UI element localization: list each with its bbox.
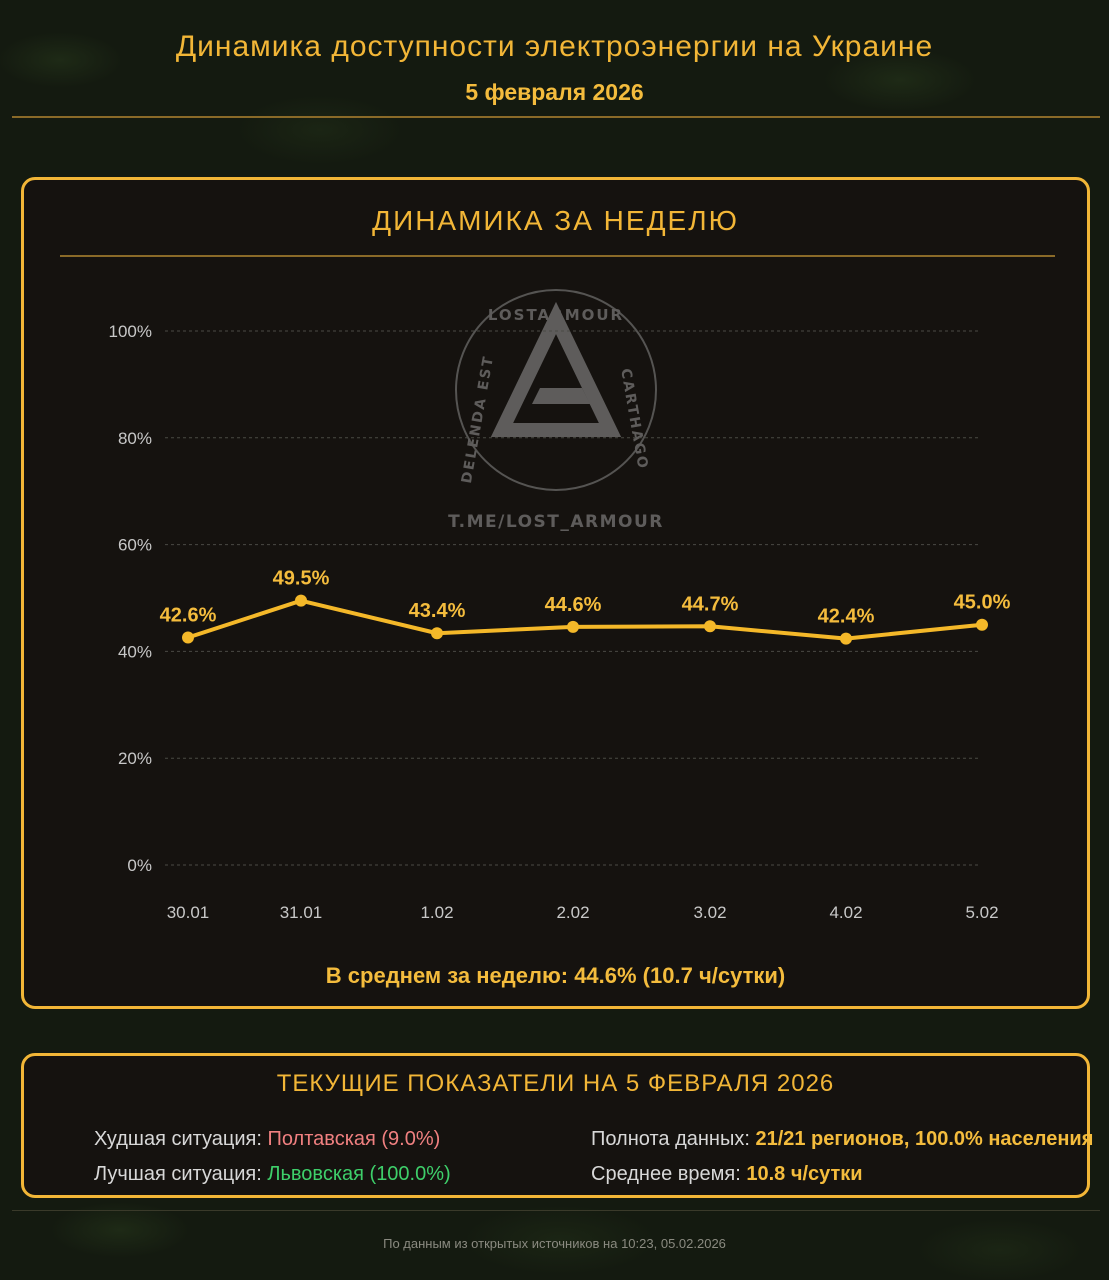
average-time-line: Среднее время: 10.8 ч/сутки	[591, 1163, 863, 1186]
page-title: Динамика доступности электроэнергии на У…	[175, 30, 934, 63]
watermark-triangle-icon	[490, 301, 622, 437]
data-label: 44.7%	[682, 593, 739, 615]
best-situation-label: Лучшая ситуация:	[94, 1163, 268, 1185]
watermark-bar-icon	[532, 388, 590, 404]
data-point	[431, 627, 443, 640]
data-label: 42.4%	[818, 606, 875, 628]
x-tick-label: 1.02	[420, 903, 453, 922]
x-tick-label: 4.02	[829, 903, 862, 922]
watermark-ring	[455, 289, 657, 491]
data-point	[182, 631, 194, 644]
data-label: 42.6%	[160, 605, 217, 627]
y-tick-label: 100%	[109, 322, 152, 341]
data-label: 49.5%	[273, 568, 330, 590]
data-label: 43.4%	[409, 600, 466, 622]
current-indicators-title: ТЕКУЩИЕ ПОКАЗАТЕЛИ НА 5 ФЕВРАЛЯ 2026	[276, 1070, 835, 1097]
watermark-ring-left-text: DELENDA EST	[459, 354, 497, 485]
weekly-dynamics-title: ДИНАМИКА ЗА НЕДЕЛЮ	[372, 205, 739, 236]
y-tick-label: 80%	[118, 429, 152, 448]
watermark-link-text: T.ME/LOST_ARMOUR	[448, 512, 664, 532]
lostarmour-watermark: LOSTARMOUR CARTHAGO DELENDA EST T.ME/LOS…	[448, 289, 664, 532]
data-completeness-value: 21/21 регионов, 100.0% населения	[755, 1128, 1094, 1150]
chart-gridlines	[165, 330, 980, 866]
weekly-dynamics-divider	[60, 255, 1055, 257]
footer-divider	[12, 1210, 1100, 1211]
chart-x-tick-labels: 30.01 31.01 1.02 2.02 3.02 4.02 5.02	[167, 903, 999, 922]
worst-situation-value: Полтавская (9.0%)	[267, 1128, 441, 1150]
header-divider	[12, 116, 1100, 118]
weekly-line-chart: LOSTARMOUR CARTHAGO DELENDA EST T.ME/LOS…	[109, 289, 1011, 922]
chart-y-tick-labels: 0% 20% 40% 60% 80% 100%	[109, 322, 152, 875]
worst-situation-label: Худшая ситуация:	[94, 1128, 268, 1150]
x-tick-label: 5.02	[965, 903, 998, 922]
data-completeness-line: Полнота данных: 21/21 регионов, 100.0% н…	[591, 1128, 1093, 1151]
data-label: 45.0%	[954, 592, 1011, 614]
weekly-average-text: В среднем за неделю: 44.6% (10.7 ч/сутки…	[325, 963, 786, 988]
data-label: 44.6%	[545, 594, 602, 616]
data-point	[704, 620, 716, 633]
worst-situation-line: Худшая ситуация: Полтавская (9.0%)	[94, 1128, 440, 1151]
best-situation-line: Лучшая ситуация: Львовская (100.0%)	[94, 1163, 451, 1186]
y-tick-label: 0%	[127, 856, 152, 875]
data-point	[976, 618, 988, 631]
weekly-dynamics-card: ДИНАМИКА ЗА НЕДЕЛЮ В среднем за неделю: …	[21, 177, 1090, 1009]
page-date: 5 февраля 2026	[465, 79, 644, 105]
y-tick-label: 40%	[118, 642, 152, 661]
y-tick-label: 60%	[118, 536, 152, 555]
y-tick-label: 20%	[118, 749, 152, 768]
chart-points	[182, 594, 988, 645]
x-tick-label: 31.01	[280, 903, 323, 922]
data-point	[840, 632, 852, 645]
data-point	[295, 594, 307, 607]
watermark-ring-top-text: LOSTARMOUR	[488, 306, 624, 324]
best-situation-value: Львовская (100.0%)	[267, 1163, 451, 1185]
x-tick-label: 3.02	[693, 903, 726, 922]
data-point	[567, 620, 579, 633]
current-indicators-card: ТЕКУЩИЕ ПОКАЗАТЕЛИ НА 5 ФЕВРАЛЯ 2026 Худ…	[21, 1053, 1093, 1198]
x-tick-label: 2.02	[556, 903, 589, 922]
page-header: Динамика доступности электроэнергии на У…	[0, 0, 1109, 118]
source-note: По данным из открытых источников на 10:2…	[383, 1236, 726, 1251]
average-time-label: Среднее время:	[591, 1163, 747, 1185]
chart-data-labels: 42.6% 49.5% 43.4% 44.6% 44.7% 42.4% 45.0%	[160, 568, 1011, 628]
watermark-ring-right-text: CARTHAGO	[617, 367, 651, 471]
data-completeness-label: Полнота данных:	[591, 1128, 756, 1150]
x-tick-label: 30.01	[167, 903, 210, 922]
average-time-value: 10.8 ч/сутки	[746, 1163, 863, 1185]
